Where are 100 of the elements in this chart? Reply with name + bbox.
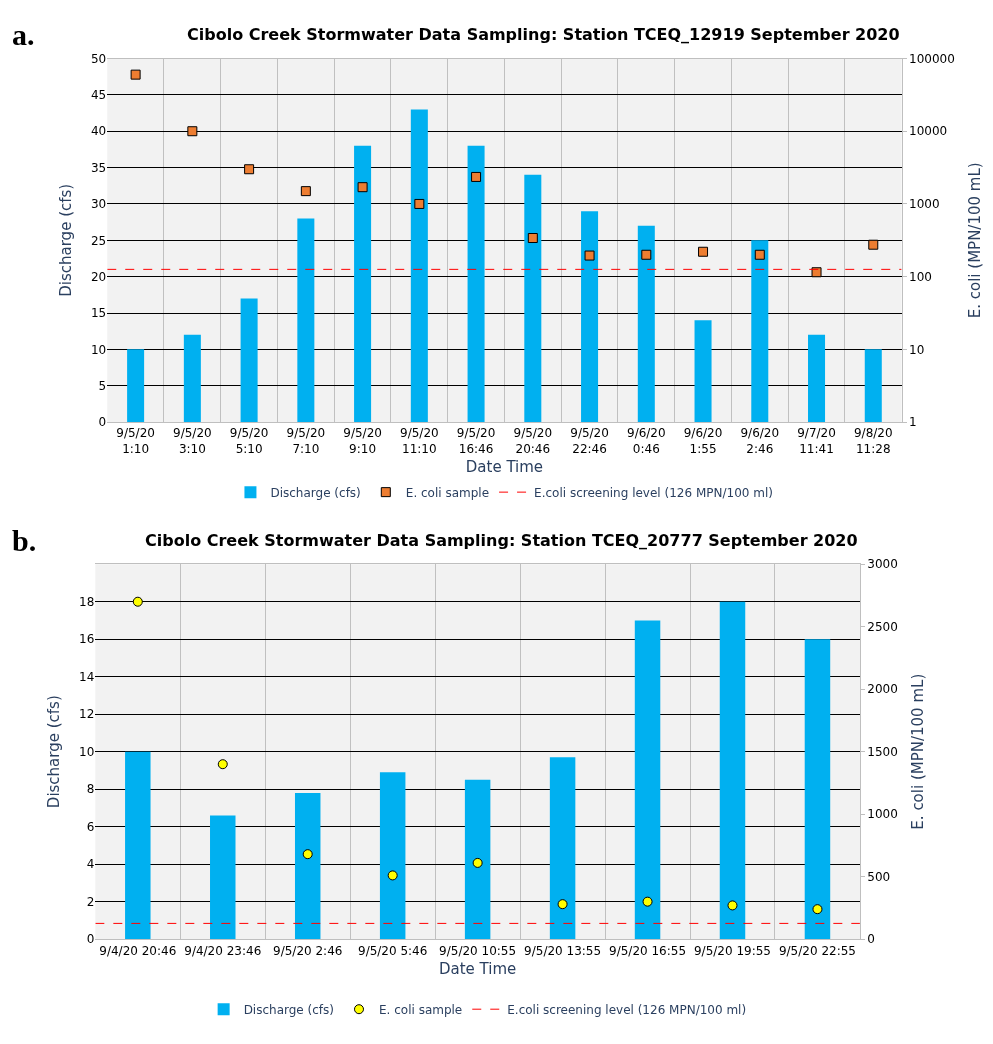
x-tick-label: 9/5/20 11:10	[400, 426, 439, 457]
point	[130, 69, 141, 80]
point	[812, 904, 823, 915]
bar	[467, 145, 485, 423]
y-tick-label: 45	[90, 88, 107, 103]
y2-tick-label: 500	[867, 869, 891, 884]
bar	[125, 751, 151, 940]
bar	[634, 620, 661, 940]
y2-tick-label: 2500	[867, 619, 898, 634]
legend-label: Discharge (cfs)	[270, 485, 361, 500]
bar	[524, 174, 542, 423]
bar	[354, 145, 372, 423]
bar	[464, 779, 491, 940]
y-tick-label: 10	[79, 744, 95, 759]
x-tick-label: 9/5/20 20:46	[513, 426, 553, 457]
x-tick-label: 9/4/20 20:46	[99, 943, 177, 958]
y2-axis-title: E. coli (MPN/100 mL)	[908, 673, 927, 830]
y-tick-label: 10	[90, 342, 107, 357]
y2-tick-label: 100	[909, 269, 932, 284]
y-tick-label: 15	[90, 306, 107, 321]
chart-title: Cibolo Creek Stormwater Data Sampling: Station TCEQ_12919 September 2020	[187, 25, 900, 44]
chart-title: Cibolo Creek Stormwater Data Sampling: Station TCEQ_20777 September 2020	[145, 531, 858, 550]
y2-tick-label: 10000	[909, 124, 948, 139]
y-tick-label: 0	[98, 415, 107, 430]
y-tick-label: 5	[98, 378, 107, 393]
point	[302, 849, 313, 860]
x-axis-title: Date Time	[438, 959, 517, 978]
y-tick-label: 14	[79, 669, 95, 684]
bar	[581, 211, 599, 423]
point	[527, 233, 538, 244]
y-tick-label: 40	[90, 124, 107, 139]
point	[727, 900, 738, 911]
y2-tick-label: 1000	[909, 197, 940, 212]
point	[187, 126, 198, 137]
bar	[127, 349, 145, 423]
y2-tick-label: 3000	[867, 557, 898, 572]
x-tick-label: 9/5/20 10:55	[439, 943, 517, 958]
x-tick-label: 9/5/20 22:46	[570, 426, 609, 457]
y-tick-label: 50	[90, 51, 107, 66]
point	[811, 267, 822, 278]
bar	[297, 218, 315, 423]
y-tick-label: 8	[86, 782, 95, 797]
y-tick-label: 35	[90, 160, 107, 175]
point	[387, 870, 398, 881]
y-axis-title: Discharge (cfs)	[45, 695, 64, 809]
y2-tick-label: 1500	[867, 744, 898, 759]
bar	[694, 320, 712, 423]
x-tick-label: 9/5/20 5:10	[229, 426, 269, 457]
y-tick-label: 25	[90, 233, 107, 248]
x-axis-title: Date Time	[465, 458, 544, 477]
x-tick-label: 9/8/20 11:28	[853, 426, 893, 457]
point	[584, 250, 595, 261]
bar	[240, 298, 258, 423]
x-tick-label: 9/5/20 16:46	[456, 426, 496, 457]
x-tick-label: 9/5/20 9:10	[343, 426, 382, 457]
y-tick-label: 16	[79, 632, 95, 647]
x-tick-label: 9/4/20 23:46	[184, 943, 262, 958]
bar	[549, 757, 576, 940]
bar	[864, 349, 882, 423]
x-tick-label: 9/5/20 7:10	[286, 426, 326, 457]
legend-label: E.coli screening level (126 MPN/100 ml)	[534, 485, 773, 500]
y-tick-label: 12	[79, 707, 95, 722]
y-tick-label: 20	[90, 269, 107, 284]
point	[414, 198, 425, 209]
text: b.	[12, 524, 37, 557]
point	[754, 249, 765, 260]
bar	[808, 334, 826, 423]
bar	[719, 601, 746, 940]
x-tick-label: 9/5/20 16:55	[609, 943, 687, 958]
x-tick-label: 9/5/20 5:46	[357, 943, 428, 958]
legend-label: Discharge (cfs)	[243, 1002, 334, 1017]
y2-axis-title: E. coli (MPN/100 mL)	[965, 162, 984, 319]
point	[641, 249, 652, 260]
point	[472, 857, 483, 868]
bar	[410, 109, 428, 423]
point	[557, 899, 568, 910]
x-tick-label: 9/5/20 13:55	[524, 943, 602, 958]
x-tick-label: 9/5/20 3:10	[173, 426, 212, 457]
y2-tick-label: 1	[909, 415, 917, 430]
point	[244, 164, 255, 175]
y-tick-label: 0	[86, 932, 95, 947]
point	[642, 896, 653, 907]
bar	[183, 334, 201, 423]
point	[300, 186, 311, 197]
point	[868, 239, 879, 250]
point	[132, 596, 143, 607]
bar	[379, 772, 406, 940]
x-tick-label: 9/5/20 1:10	[116, 426, 155, 457]
text: a.	[12, 18, 35, 51]
legend-label: E. coli sample	[378, 1002, 463, 1017]
x-tick-label: 9/6/20 0:46	[626, 426, 666, 457]
y2-tick-label: 0	[867, 932, 875, 947]
y2-tick-label: 10	[909, 342, 925, 357]
bar	[294, 792, 321, 940]
x-tick-label: 9/5/20 19:55	[693, 943, 772, 958]
point	[698, 246, 709, 257]
y-tick-label: 18	[79, 594, 95, 609]
y-tick-label: 2	[86, 894, 95, 909]
y-tick-label: 30	[90, 197, 107, 212]
x-tick-label: 9/5/20 22:55	[778, 943, 856, 958]
